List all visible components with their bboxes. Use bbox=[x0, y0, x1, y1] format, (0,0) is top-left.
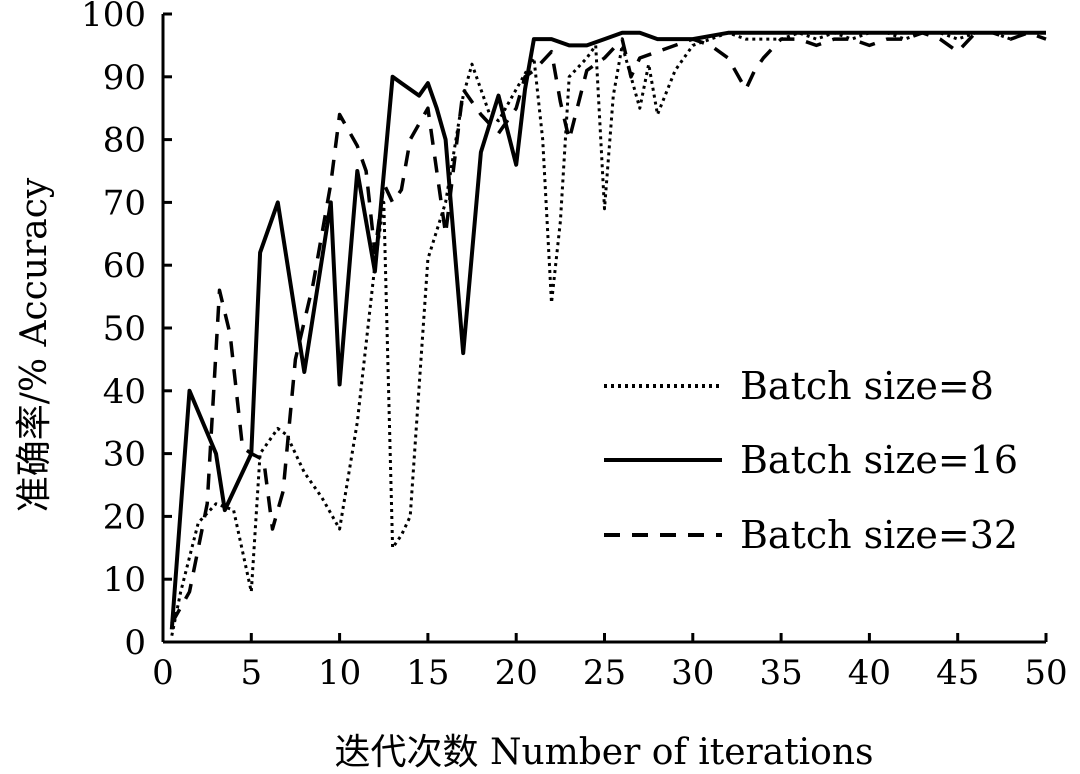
y-tick-label-20: 20 bbox=[103, 497, 146, 537]
x-tick-label-10: 10 bbox=[318, 653, 361, 693]
y-tick-label-100: 100 bbox=[81, 0, 146, 35]
x-tick-label-40: 40 bbox=[848, 653, 891, 693]
y-tick-label-70: 70 bbox=[103, 183, 146, 223]
ticks-layer: 0 5 10 15 20 25 30 35 40 45 50 0 10 20 30 40 50 60 70 80 90 1… bbox=[81, 0, 1068, 693]
y-tick-label-80: 80 bbox=[103, 121, 146, 161]
x-tick-label-0: 0 bbox=[152, 653, 174, 693]
legend-label-batch-size-16: Batch size=16 bbox=[740, 438, 1018, 482]
y-tick-label-10: 10 bbox=[103, 560, 146, 600]
y-tick-label-90: 90 bbox=[103, 58, 146, 98]
series-line-batch-size-16 bbox=[169, 30, 1046, 630]
legend-label-batch-size-8: Batch size=8 bbox=[740, 364, 994, 408]
legend: Batch size=8 Batch size=16 Batch size=32 bbox=[604, 364, 1018, 557]
x-tick-label-30: 30 bbox=[671, 653, 714, 693]
y-axis-label: 准确率/% Accuracy bbox=[14, 177, 55, 512]
x-axis-label: 迭代次数 Number of iterations bbox=[335, 732, 874, 773]
series-layer bbox=[169, 30, 1047, 636]
series-line-batch-size-32 bbox=[170, 31, 1047, 625]
y-tick-label-40: 40 bbox=[103, 372, 146, 412]
x-tick-label-45: 45 bbox=[936, 653, 979, 693]
y-tick-label-0: 0 bbox=[124, 623, 146, 663]
x-tick-label-5: 5 bbox=[240, 653, 262, 693]
x-tick-label-15: 15 bbox=[406, 653, 449, 693]
y-tick-label-30: 30 bbox=[103, 435, 146, 475]
legend-label-batch-size-32: Batch size=32 bbox=[740, 513, 1018, 557]
x-tick-label-50: 50 bbox=[1024, 653, 1067, 693]
y-tick-label-60: 60 bbox=[103, 246, 146, 286]
x-tick-label-20: 20 bbox=[495, 653, 538, 693]
x-tick-label-25: 25 bbox=[583, 653, 626, 693]
x-tick-label-35: 35 bbox=[759, 653, 802, 693]
y-tick-label-50: 50 bbox=[103, 309, 146, 349]
